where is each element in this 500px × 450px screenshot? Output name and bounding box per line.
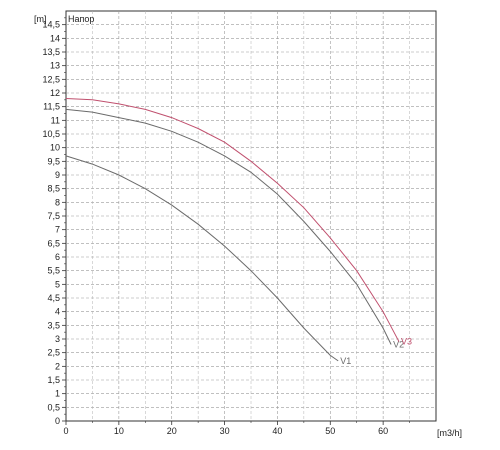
y-tick-label: 0,5 bbox=[47, 402, 60, 412]
y-tick-label: 4 bbox=[55, 307, 60, 317]
y-tick-label: 6 bbox=[55, 252, 60, 262]
y-tick-label: 12 bbox=[50, 88, 60, 98]
x-tick-label: 30 bbox=[220, 426, 230, 436]
y-tick-label: 5,5 bbox=[47, 266, 60, 276]
y-tick-label: 5 bbox=[55, 279, 60, 289]
y-tick-label: 13 bbox=[50, 61, 60, 71]
y-tick-label: 7 bbox=[55, 225, 60, 235]
y-axis-title: Напор bbox=[68, 14, 94, 24]
y-tick-label: 13,5 bbox=[42, 47, 60, 57]
y-tick-label: 11,5 bbox=[43, 102, 60, 112]
grid bbox=[66, 11, 436, 421]
y-tick-label: 11 bbox=[51, 115, 60, 125]
y-tick-label: 7,5 bbox=[47, 211, 60, 221]
y-tick-label: 0 bbox=[55, 416, 60, 426]
x-tick-label: 40 bbox=[272, 426, 282, 436]
x-tick-label: 50 bbox=[325, 426, 335, 436]
y-tick-label: 4,5 bbox=[47, 293, 60, 303]
y-tick-label: 9 bbox=[55, 170, 60, 180]
y-tick-label: 1,5 bbox=[47, 375, 60, 385]
x-tick-label: 20 bbox=[167, 426, 177, 436]
y-tick-label: 8 bbox=[55, 197, 60, 207]
y-tick-label: 1 bbox=[55, 389, 60, 399]
y-unit-label: [m] bbox=[34, 14, 47, 24]
y-tick-label: 2,5 bbox=[47, 348, 60, 358]
y-tick-label: 10 bbox=[50, 143, 60, 153]
series-line-v3 bbox=[65, 98, 400, 342]
y-tick-label: 8,5 bbox=[47, 184, 60, 194]
y-tick-label: 9,5 bbox=[47, 156, 60, 166]
y-tick-label: 3,5 bbox=[47, 320, 60, 330]
y-tick-label: 3 bbox=[55, 334, 60, 344]
y-tick-label: 6,5 bbox=[47, 238, 60, 248]
series-label-v1: V1 bbox=[340, 356, 351, 366]
x-tick-label: 60 bbox=[378, 426, 388, 436]
x-tick-label: 10 bbox=[114, 426, 124, 436]
y-tick-label: 2 bbox=[55, 361, 60, 371]
y-tick-label: 12,5 bbox=[42, 74, 60, 84]
series-label-v2: V2 bbox=[393, 339, 404, 349]
x-axis-title: [m3/h] bbox=[437, 428, 462, 438]
x-tick-label: 0 bbox=[63, 426, 68, 436]
y-tick-label: 14 bbox=[50, 33, 60, 43]
series-label-v3: V3 bbox=[401, 337, 412, 347]
y-tick-label: 10,5 bbox=[42, 129, 60, 139]
x-axis: 0 10 20 30 40 50 60 bbox=[63, 421, 410, 436]
series-line-v1 bbox=[65, 155, 339, 362]
series-line-v2 bbox=[65, 108, 392, 345]
y-axis: 00,511,522,533,544,555,566,577,588,599,5… bbox=[42, 17, 66, 426]
y-tick-label: 14,5 bbox=[42, 20, 60, 30]
